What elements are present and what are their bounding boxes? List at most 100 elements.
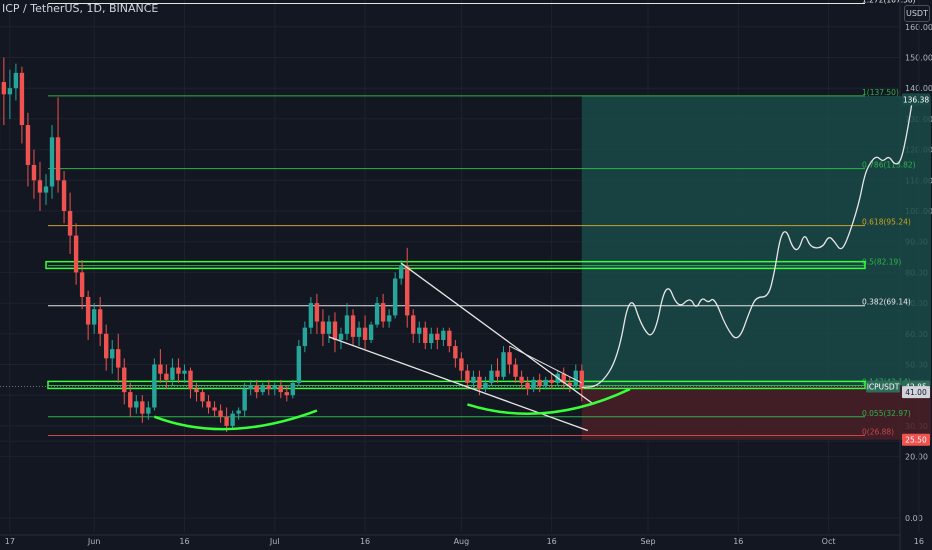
candle-body [55, 137, 61, 181]
x-tick-label: 16 [360, 537, 370, 546]
candle-body [248, 385, 253, 390]
support-band [47, 380, 866, 390]
price-tag [866, 380, 900, 393]
fib-level-label: 0.382(69.14) [862, 298, 911, 307]
candle-body [308, 303, 314, 328]
candle-body [320, 321, 326, 334]
candle-body [236, 410, 241, 414]
resistance-band [45, 260, 866, 270]
candle-body [170, 367, 175, 380]
candle-body [176, 367, 181, 374]
candle-body [519, 376, 524, 383]
candle-body [254, 385, 259, 393]
price-tag-label: 136.38 [903, 95, 929, 104]
candle-body [134, 401, 139, 408]
candle-body [266, 385, 271, 390]
candle-body [31, 164, 37, 181]
y-tick-label: 20.00 [905, 453, 928, 462]
candle-body [212, 407, 217, 411]
candle-body [200, 392, 205, 402]
candle-body [495, 370, 500, 377]
candle-body [73, 235, 79, 273]
candle-body [194, 389, 199, 393]
candle-body [61, 180, 67, 211]
candle-body [326, 321, 332, 334]
candle-body [79, 272, 85, 297]
candle-body [91, 309, 97, 325]
candle-body [278, 385, 283, 393]
candle-body [218, 410, 223, 417]
candle-body [459, 358, 464, 371]
candle-body [338, 333, 344, 340]
candle-body [543, 379, 548, 386]
candle-body [104, 333, 109, 359]
candle-body [85, 296, 91, 325]
price-tag [902, 386, 930, 399]
fib-level-label: 0.055(32.97) [862, 409, 911, 418]
candle-body [67, 211, 73, 236]
candle-body [537, 379, 542, 386]
candle-body [471, 376, 476, 383]
candle-body [122, 367, 127, 393]
candle-body [146, 407, 151, 414]
symbol-title: ICP / TetherUS, 1D, BINANCE [2, 2, 159, 15]
price-tag [902, 93, 930, 106]
price-tag-label: ICPUSDT [867, 382, 900, 391]
candle-body [380, 303, 386, 322]
candle-body [164, 373, 169, 380]
candle-body [368, 324, 374, 340]
x-tick-label: 16 [914, 537, 924, 546]
fib-level-label: 1.272(167.58) [862, 0, 916, 5]
x-tick-label: 16 [733, 537, 743, 546]
stop-zone [581, 386, 931, 440]
candle-body [411, 315, 416, 334]
x-tick-label: Jul [269, 537, 280, 546]
candle-body [441, 330, 446, 340]
candle-body [140, 401, 145, 414]
candle-body [531, 379, 536, 390]
price-tag-label: 25.50 [905, 436, 927, 445]
candle-body [374, 303, 380, 325]
candle-body [332, 321, 338, 340]
candle-body [1, 82, 7, 95]
candle-body [230, 413, 235, 426]
falling-wedge-upper-line [400, 262, 595, 405]
candle-body [386, 315, 392, 322]
candle-body [573, 370, 578, 386]
price-tag [902, 433, 930, 446]
candle-body [128, 392, 133, 408]
candle-body [284, 392, 289, 396]
candle-body [477, 376, 482, 390]
y-tick-label: 0.00 [905, 514, 923, 523]
candle-body [423, 327, 428, 344]
candle-body [483, 382, 488, 390]
fib-level-label: 1(137.50) [862, 88, 899, 97]
candle-body [206, 401, 211, 408]
rounded-bottom-arc-right [467, 387, 631, 415]
candle-body [579, 370, 584, 390]
candle-body [344, 315, 350, 334]
candle-body [25, 125, 31, 165]
candle-body [362, 327, 368, 340]
candle-body [110, 349, 115, 359]
candle-body [260, 385, 265, 393]
candle-body [435, 333, 440, 340]
target-zone [581, 95, 931, 387]
candle-body [242, 389, 247, 411]
candle-body [392, 278, 398, 316]
x-tick-label: 17 [5, 537, 15, 546]
candle-body [158, 364, 163, 374]
candle-body [429, 333, 434, 344]
currency-unit-badge[interactable]: USDT [904, 5, 930, 22]
candle-body [290, 382, 296, 396]
candle-body [272, 385, 277, 390]
rounded-bottom-arc-left [153, 409, 318, 431]
candle-body [188, 370, 193, 390]
candle-body [152, 364, 157, 408]
candle-body [97, 309, 103, 334]
x-tick-label: Jun [87, 537, 101, 546]
projected-price-path [581, 97, 914, 389]
candle-body [356, 327, 362, 337]
fib-level-label: 0.786(113.82) [862, 161, 916, 170]
